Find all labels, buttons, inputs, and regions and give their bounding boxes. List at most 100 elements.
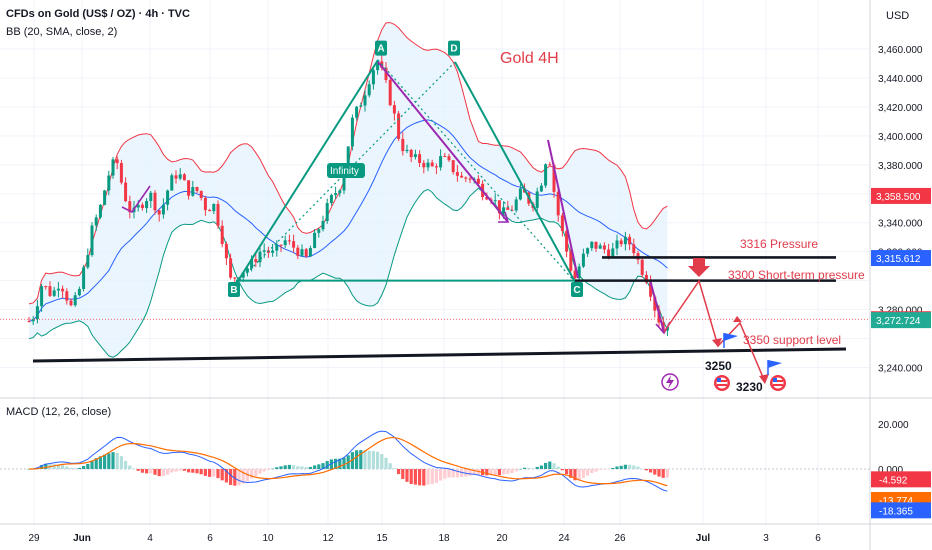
- candle-body: [342, 172, 346, 191]
- candle-body: [644, 274, 648, 283]
- candle-body: [262, 250, 266, 252]
- macd-bar: [308, 466, 312, 469]
- candle-body: [409, 149, 413, 158]
- time-tick-label: Jun: [73, 533, 91, 544]
- macd-bar: [124, 460, 128, 469]
- macd-bar: [628, 464, 632, 469]
- candle-body: [178, 174, 182, 179]
- time-tick-label: 3: [763, 533, 769, 544]
- macd-bar: [544, 462, 548, 469]
- macd-bar: [271, 468, 275, 470]
- candle-body: [367, 84, 371, 96]
- candle-body: [27, 321, 31, 323]
- macd-axis[interactable]: 20.000 0.000: [878, 420, 909, 476]
- macd-bar: [317, 464, 321, 469]
- macd-bar: [170, 469, 174, 473]
- candle-body: [166, 190, 170, 205]
- currency-label[interactable]: USD: [886, 10, 910, 22]
- candle-body: [460, 175, 464, 178]
- candle-body: [241, 272, 245, 278]
- candle-body: [384, 67, 388, 81]
- us-flag-icon[interactable]: [714, 375, 730, 391]
- candle-body: [304, 249, 308, 257]
- candle-body: [468, 178, 472, 180]
- macd-bar: [187, 469, 191, 473]
- candle-body: [56, 288, 60, 291]
- price-tag-label: 3,358.500: [876, 192, 921, 203]
- macd-bar: [560, 469, 564, 471]
- indicator-legend-bb[interactable]: BB (20, SMA, close, 2): [6, 26, 118, 38]
- macd-bar: [665, 469, 669, 478]
- flag-icon: [767, 360, 782, 375]
- candle-body: [539, 185, 543, 192]
- candle-body: [552, 164, 556, 192]
- macd-bar: [472, 469, 476, 476]
- time-tick-label: 12: [322, 533, 334, 544]
- macd-bar: [527, 467, 531, 469]
- candle-body: [485, 197, 489, 200]
- candle-body: [317, 229, 321, 233]
- macd-bar: [279, 466, 283, 469]
- candle-body: [271, 250, 275, 253]
- candle-body: [115, 159, 119, 164]
- macd-bar: [380, 454, 384, 469]
- candle-body: [73, 295, 77, 306]
- time-axis[interactable]: 29 Jun 4 6 10 12 15 18 20 24 26 Jul 3 6: [28, 533, 821, 544]
- candle-body: [216, 203, 220, 226]
- candle-body: [514, 199, 518, 211]
- macd-bar: [325, 461, 329, 469]
- macd-bar: [602, 469, 606, 470]
- macd-bar: [338, 458, 342, 469]
- price-tick-label: 3,440.000: [878, 74, 923, 85]
- candle-body: [119, 163, 123, 183]
- candle-body: [665, 326, 669, 331]
- macd-bar: [77, 467, 81, 469]
- macd-bar: [132, 468, 136, 470]
- macd-bar: [296, 466, 300, 469]
- macd-bar: [250, 469, 254, 479]
- macd-bar: [153, 469, 157, 475]
- bb-band-fill: [29, 22, 668, 358]
- macd-bar: [451, 469, 455, 478]
- time-tick-label: 24: [558, 533, 570, 544]
- macd-bar: [594, 469, 598, 472]
- candle-body: [250, 259, 254, 269]
- macd-tick-label: 0.000: [878, 465, 903, 476]
- macd-bar: [573, 469, 577, 481]
- candle-body: [292, 241, 296, 248]
- macd-bar: [485, 469, 489, 476]
- us-flag-icon[interactable]: [770, 375, 786, 391]
- pattern-point-c: [571, 281, 583, 297]
- candle-body: [388, 80, 392, 106]
- pattern-point-d: [448, 40, 460, 56]
- macd-histogram: [27, 450, 669, 486]
- candle-body: [573, 270, 577, 279]
- symbol-title[interactable]: CFDs on Gold (US$ / OZ) · 4h · TVC: [6, 8, 190, 20]
- indicator-legend-macd[interactable]: MACD (12, 26, close): [6, 406, 112, 418]
- zigzag-line-right: [547, 139, 579, 279]
- infinity-label-box: [327, 163, 365, 178]
- macd-bar: [107, 453, 111, 469]
- chart-title: Gold 4H: [500, 50, 559, 67]
- macd-bar: [502, 469, 506, 475]
- candle-body: [44, 286, 48, 288]
- macd-bar: [653, 469, 657, 475]
- macd-bar: [145, 469, 149, 474]
- candle-body: [258, 251, 262, 263]
- macd-bar: [439, 469, 443, 481]
- candle-body: [124, 182, 128, 202]
- candle-body: [107, 175, 111, 191]
- candle-body: [405, 149, 409, 152]
- time-tick-label: 4: [147, 533, 153, 544]
- price-tick-label: 3,420.000: [878, 103, 923, 114]
- candle-body: [77, 288, 81, 296]
- pattern-point-label: B: [230, 285, 237, 296]
- macd-value-tag: [871, 471, 931, 488]
- macd-bar: [363, 450, 367, 469]
- lightning-icon[interactable]: [661, 373, 679, 391]
- macd-bar: [233, 469, 237, 486]
- candle-body: [350, 117, 354, 147]
- candle-body: [544, 164, 548, 186]
- macd-bar: [61, 464, 65, 469]
